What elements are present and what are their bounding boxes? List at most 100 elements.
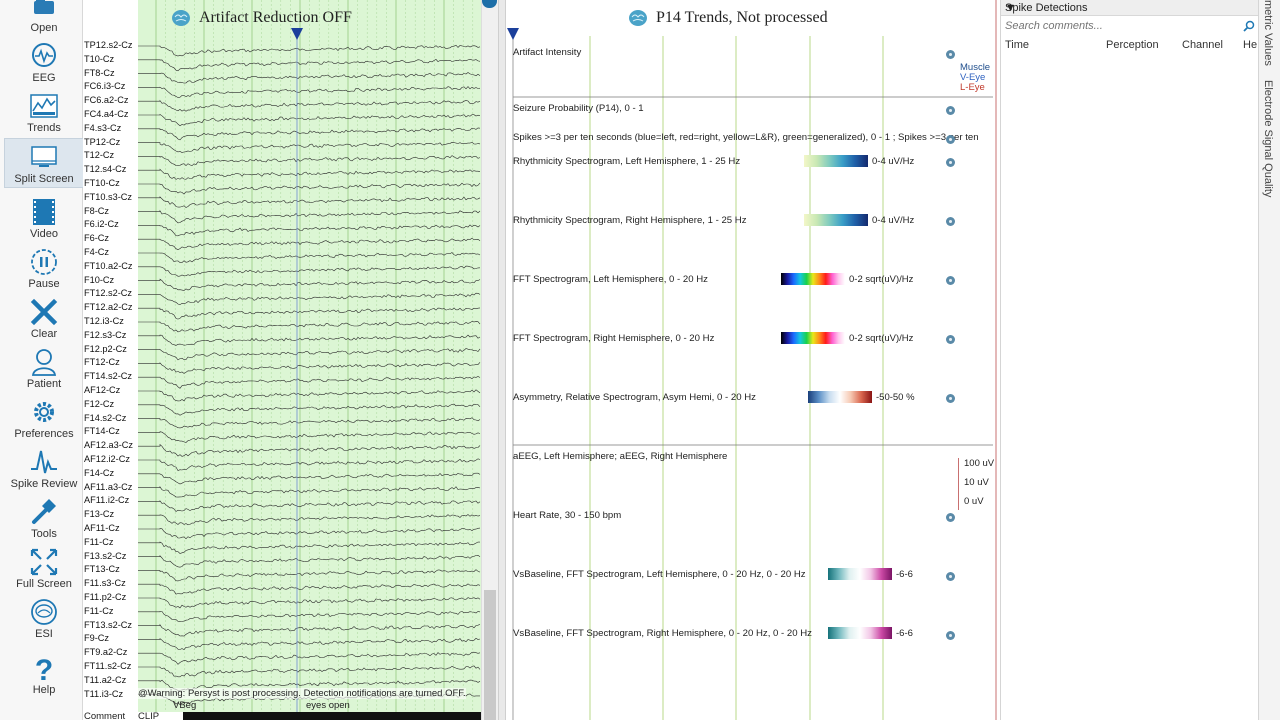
channel-label[interactable]: FT10.a2-Cz bbox=[84, 260, 133, 271]
channel-label[interactable]: AF12.a3-Cz bbox=[84, 440, 134, 451]
search-icon[interactable] bbox=[1243, 20, 1255, 32]
channel-label[interactable]: FT8-Cz bbox=[84, 67, 115, 78]
channel-label[interactable]: F11-Cz bbox=[84, 536, 114, 547]
row-settings-icon[interactable] bbox=[946, 158, 955, 167]
clear-button[interactable]: Clear bbox=[4, 294, 84, 344]
channel-label[interactable]: T12.s4-Cz bbox=[84, 164, 127, 175]
trend-row-heart-rate[interactable]: Heart Rate, 30 - 150 bpm bbox=[513, 510, 622, 521]
channel-label[interactable]: AF12.i2-Cz bbox=[84, 454, 130, 464]
channel-label[interactable]: FT12.s2-Cz bbox=[84, 288, 132, 299]
channel-label[interactable]: F6.i2-Cz bbox=[84, 219, 119, 230]
tools-button[interactable]: Tools bbox=[4, 494, 84, 544]
trend-row-spikes[interactable]: Spikes >=3 per ten seconds (blue=left, r… bbox=[513, 132, 979, 143]
patient-button[interactable]: Patient bbox=[4, 344, 84, 394]
channel-label[interactable]: F14.s2-Cz bbox=[84, 412, 127, 423]
channel-label[interactable]: F13.s2-Cz bbox=[84, 550, 127, 561]
row-settings-icon[interactable] bbox=[946, 335, 955, 344]
trend-row-fft-right[interactable]: FFT Spectrogram, Right Hemisphere, 0 - 2… bbox=[513, 333, 715, 344]
eeg-timeline-bar[interactable] bbox=[183, 712, 481, 720]
column-hemisphere[interactable]: He bbox=[1243, 39, 1258, 51]
row-settings-icon[interactable] bbox=[946, 572, 955, 581]
eeg-pane[interactable]: Artifact Reduction OFF TP12.s2-Cz T10-Cz F… bbox=[83, 0, 498, 722]
channel-label[interactable]: T12.i3-Cz bbox=[84, 316, 124, 326]
trend-row-asymmetry[interactable]: Asymmetry, Relative Spectrogram, Asym He… bbox=[513, 392, 756, 403]
row-settings-icon[interactable] bbox=[946, 135, 955, 144]
channel-label[interactable]: FT13-Cz bbox=[84, 564, 120, 575]
spike-review-button[interactable]: Spike Review bbox=[4, 444, 84, 494]
help-button[interactable]: ? Help bbox=[4, 650, 84, 700]
channel-label[interactable]: FT9.a2-Cz bbox=[84, 647, 128, 658]
channel-label[interactable]: FT14-Cz bbox=[84, 426, 120, 437]
annotation-vbeg[interactable]: VBeg bbox=[173, 700, 197, 711]
search-input[interactable] bbox=[1003, 18, 1233, 34]
trends-button[interactable]: Trends bbox=[4, 88, 84, 138]
eeg-top-button[interactable] bbox=[482, 0, 497, 8]
comment-search[interactable] bbox=[1003, 18, 1257, 34]
channel-label[interactable]: T12-Cz bbox=[84, 150, 115, 161]
channel-label[interactable]: FC4.a4-Cz bbox=[84, 109, 129, 119]
channel-label[interactable]: F11.p2-Cz bbox=[84, 592, 127, 602]
channel-label[interactable]: F11-Cz bbox=[84, 605, 114, 616]
channel-label[interactable]: F4.s3-Cz bbox=[84, 122, 122, 133]
eeg-scrollbar[interactable] bbox=[481, 0, 498, 720]
pause-button[interactable]: Pause bbox=[4, 244, 84, 294]
channel-label[interactable]: T11.a2-Cz bbox=[84, 674, 127, 685]
eeg-button[interactable]: EEG bbox=[4, 38, 84, 88]
channel-label[interactable]: FC6.a2-Cz bbox=[84, 95, 129, 106]
channel-label[interactable]: F6-Cz bbox=[84, 233, 110, 244]
row-settings-icon[interactable] bbox=[946, 106, 955, 115]
channel-label[interactable]: F4-Cz bbox=[84, 247, 110, 257]
row-settings-icon[interactable] bbox=[946, 513, 955, 522]
trend-row-rhythmicity-right[interactable]: Rhythmicity Spectrogram, Right Hemispher… bbox=[513, 215, 747, 226]
row-settings-icon[interactable] bbox=[946, 276, 955, 285]
channel-label[interactable]: TP12-Cz bbox=[84, 136, 121, 147]
column-channel[interactable]: Channel bbox=[1182, 39, 1223, 51]
channel-label[interactable]: FT12.a2-Cz bbox=[84, 302, 133, 313]
split-divider[interactable] bbox=[498, 0, 506, 720]
trend-row-aeeg[interactable]: aEEG, Left Hemisphere; aEEG, Right Hemis… bbox=[513, 451, 728, 462]
row-settings-icon[interactable] bbox=[946, 631, 955, 640]
channel-label[interactable]: FT14.s2-Cz bbox=[84, 371, 132, 382]
channel-label[interactable]: T10-Cz bbox=[84, 53, 115, 64]
channel-label[interactable]: F13-Cz bbox=[84, 509, 115, 520]
eeg-scrollbar-thumb[interactable] bbox=[484, 590, 496, 720]
channel-label[interactable]: FT13.s2-Cz bbox=[84, 619, 132, 630]
column-time[interactable]: Time bbox=[1005, 39, 1030, 51]
channel-label[interactable]: F11.s3-Cz bbox=[84, 578, 126, 589]
row-settings-icon[interactable] bbox=[946, 50, 955, 59]
channel-label[interactable]: F12.s3-Cz bbox=[84, 329, 127, 340]
trend-row-seizure-probability[interactable]: Seizure Probability (P14), 0 - 1 bbox=[513, 103, 644, 114]
channel-label[interactable]: FT11.s2-Cz bbox=[84, 661, 132, 671]
channel-label[interactable]: T11.i3-Cz bbox=[84, 688, 124, 699]
row-settings-icon[interactable] bbox=[946, 217, 955, 226]
full-screen-button[interactable]: Full Screen bbox=[4, 544, 84, 594]
chevron-down-icon[interactable]: ▼ bbox=[1005, 2, 1016, 14]
video-button[interactable]: Video bbox=[4, 194, 84, 244]
channel-label[interactable]: F8-Cz bbox=[84, 205, 110, 216]
channel-label[interactable]: FT10-Cz bbox=[84, 178, 120, 188]
channel-label[interactable]: TP12.s2-Cz bbox=[84, 40, 133, 50]
eeg-traces[interactable] bbox=[138, 0, 481, 712]
open-button[interactable]: Open bbox=[4, 0, 84, 38]
trend-row-vsbaseline-left[interactable]: VsBaseline, FFT Spectrogram, Left Hemisp… bbox=[513, 569, 806, 580]
trend-row-fft-left[interactable]: FFT Spectrogram, Left Hemisphere, 0 - 20… bbox=[513, 274, 708, 285]
esi-button[interactable]: ESI bbox=[4, 594, 84, 644]
side-tab-electrode-signal-quality[interactable]: Electrode Signal Quality bbox=[1262, 80, 1274, 198]
channel-label[interactable]: AF11-Cz bbox=[84, 523, 120, 533]
annotation-eyes-open[interactable]: eyes open bbox=[306, 700, 350, 711]
channel-label[interactable]: FT10.s3-Cz bbox=[84, 191, 132, 202]
preferences-button[interactable]: Preferences bbox=[4, 394, 84, 444]
column-perception[interactable]: Perception bbox=[1106, 39, 1159, 51]
channel-label[interactable]: F14-Cz bbox=[84, 467, 115, 478]
channel-label[interactable]: F10-Cz bbox=[84, 274, 115, 285]
channel-label[interactable]: AF11.a3-Cz bbox=[84, 481, 133, 492]
channel-label[interactable]: F12.p2-Cz bbox=[84, 343, 127, 354]
trends-pane[interactable]: P14 Trends, Not processed Artifact Inten… bbox=[506, 0, 1000, 720]
channel-label[interactable]: FT12-Cz bbox=[84, 357, 120, 368]
trend-row-rhythmicity-left[interactable]: Rhythmicity Spectrogram, Left Hemisphere… bbox=[513, 156, 741, 167]
channel-label[interactable]: AF12-Cz bbox=[84, 385, 121, 395]
spike-detections-header[interactable]: Spike Detections ▼ bbox=[1001, 0, 1258, 16]
split-screen-button[interactable]: Split Screen bbox=[4, 138, 84, 188]
channel-label[interactable]: F9-Cz bbox=[84, 633, 110, 644]
trend-row-vsbaseline-right[interactable]: VsBaseline, FFT Spectrogram, Right Hemis… bbox=[513, 628, 812, 639]
